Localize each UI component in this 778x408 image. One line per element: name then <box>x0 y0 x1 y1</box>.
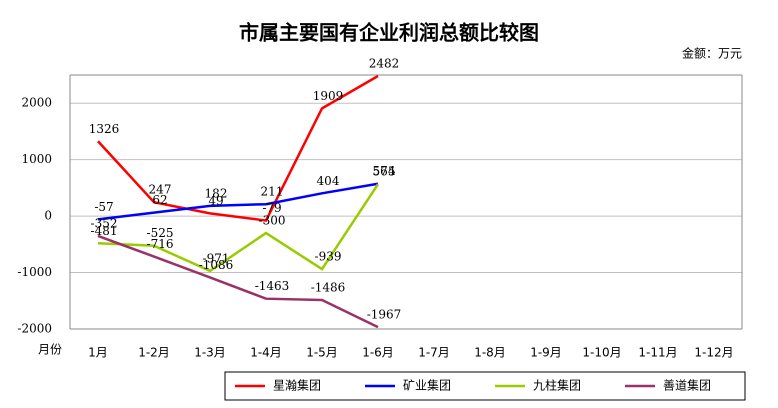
unit-label: 金额：万元 <box>682 46 742 61</box>
x-tick-label: 1-5月 <box>306 346 338 360</box>
y-tick-label: 2000 <box>21 96 52 110</box>
series-line <box>97 234 379 329</box>
data-label: -525 <box>147 226 174 240</box>
series-line <box>97 74 379 222</box>
data-label: 247 <box>149 183 172 197</box>
data-label: -300 <box>259 214 286 228</box>
data-label: 574 <box>373 164 396 178</box>
data-label: 49 <box>208 194 223 208</box>
series-line <box>97 183 380 273</box>
y-tick-label: -2000 <box>17 322 52 336</box>
data-label: -1463 <box>255 279 290 293</box>
chart-title: 市属主要国有企业利润总额比较图 <box>239 21 539 45</box>
data-label: 211 <box>261 185 284 199</box>
data-label: 565 <box>373 165 396 179</box>
data-label: 2482 <box>369 57 400 71</box>
data-label: -481 <box>91 224 118 238</box>
data-label: -1967 <box>367 308 402 322</box>
x-tick-label: 1-2月 <box>138 346 170 360</box>
data-label: 1909 <box>313 89 344 103</box>
data-label: -971 <box>203 251 230 265</box>
x-tick-label: 1月 <box>88 346 108 360</box>
legend-box <box>224 371 746 401</box>
data-label: -79 <box>262 201 281 215</box>
data-label: 182 <box>205 186 228 200</box>
x-tick-label: 1-3月 <box>194 346 226 360</box>
y-tick-label: -1000 <box>17 265 52 279</box>
data-label: -352 <box>91 216 118 230</box>
x-tick-label: 1-6月 <box>362 346 394 360</box>
x-tick-label: 1-4月 <box>250 346 282 360</box>
x-tick-label: 1-7月 <box>418 346 450 360</box>
x-tick-label: 1-10月 <box>582 346 621 360</box>
legend-label: 矿业集团 <box>403 378 451 393</box>
x-tick-label: 1-8月 <box>474 346 506 360</box>
x-tick-label: 1-11月 <box>638 346 677 360</box>
x-tick-label: 1-9月 <box>530 346 562 360</box>
data-label: -716 <box>147 237 174 251</box>
data-label: -57 <box>94 200 113 214</box>
legend-label: 星瀚集团 <box>273 378 321 393</box>
legend-label: 九柱集团 <box>533 378 581 393</box>
data-label: -1486 <box>311 280 346 294</box>
x-tick-label: 1-12月 <box>694 346 733 360</box>
data-label: 404 <box>317 174 340 188</box>
series-line <box>97 182 379 221</box>
y-tick-label: 1000 <box>21 152 52 166</box>
data-label: -1086 <box>199 258 234 272</box>
legend-label: 善道集团 <box>663 378 711 393</box>
x-axis-label: 月份 <box>38 343 62 357</box>
y-tick-label: 0 <box>44 209 52 223</box>
data-label: 62 <box>152 193 167 207</box>
data-label: 1326 <box>89 122 120 136</box>
data-label: -939 <box>315 250 342 264</box>
